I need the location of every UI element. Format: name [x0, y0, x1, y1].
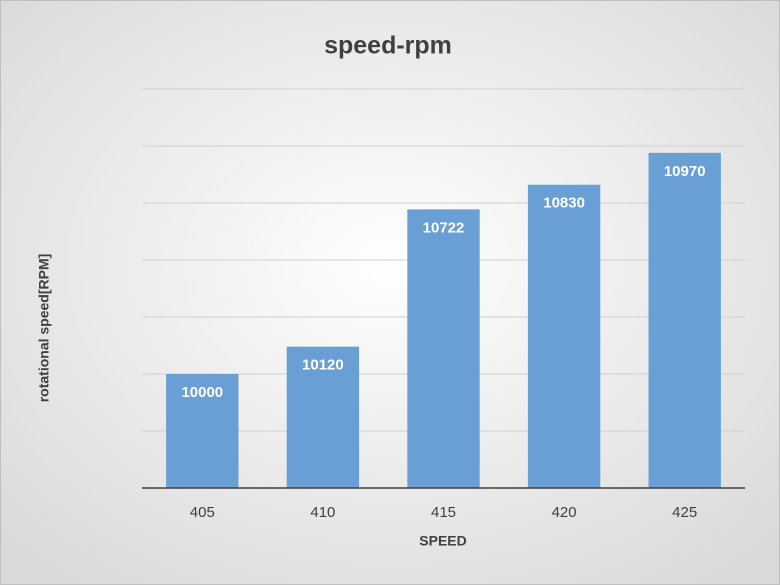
bar [527, 184, 601, 488]
y-axis-title: rotational speed[RPM] [36, 254, 52, 403]
data-label: 10970 [664, 163, 706, 180]
data-label: 10722 [423, 219, 465, 236]
x-tick-label: 410 [310, 504, 335, 521]
bar [166, 374, 239, 488]
x-axis-title: SPEED [419, 533, 466, 549]
data-label: 10000 [181, 384, 223, 401]
x-tick-label: 425 [672, 504, 697, 521]
data-label: 10120 [302, 357, 344, 374]
bar [286, 346, 360, 488]
data-label: 10830 [543, 195, 585, 212]
bar [648, 152, 721, 488]
bar [407, 209, 480, 488]
x-tick-label: 420 [552, 504, 577, 521]
x-tick-label: 405 [190, 504, 215, 521]
x-tick-label: 415 [431, 504, 456, 521]
chart-title: speed-rpm [324, 32, 452, 60]
